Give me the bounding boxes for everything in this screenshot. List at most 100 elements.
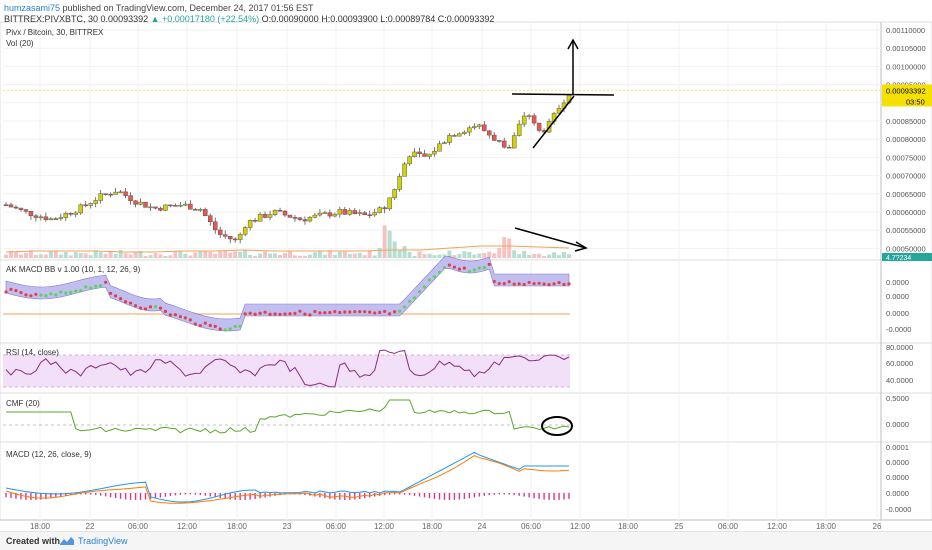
ak-dot: [348, 310, 352, 314]
pane-3: [0, 392, 932, 443]
ak-dot: [158, 306, 163, 310]
volume-bar: [83, 253, 88, 258]
ak-dot: [293, 311, 297, 315]
tradingview-brand-link[interactable]: TradingView: [78, 536, 128, 546]
candle-body: [302, 219, 308, 222]
candle-body: [272, 209, 278, 215]
volume-bar: [113, 253, 118, 258]
ak-dot: [363, 310, 367, 314]
volume-bar: [387, 230, 392, 258]
breakout-arrowhead: [567, 38, 579, 50]
candle-body: [33, 215, 39, 218]
volume-bar: [352, 253, 357, 258]
ak-dot: [54, 293, 58, 297]
cmf-tick-label: 0.5000: [886, 394, 909, 403]
ak-tick-label: 0.0000: [886, 309, 909, 318]
candle-body: [467, 127, 472, 133]
volume-bar: [278, 255, 283, 258]
ak-dot: [318, 311, 322, 315]
volume-bar: [397, 249, 402, 258]
volume-bar: [198, 250, 203, 258]
volume-bar: [402, 246, 407, 258]
pane-4: [0, 441, 932, 521]
candle-body: [417, 151, 422, 154]
candle-body: [367, 214, 372, 217]
volume-bar: [118, 250, 123, 258]
volume-bar: [168, 255, 173, 258]
candle-body: [63, 212, 69, 218]
volume-ma-line: [5, 245, 570, 253]
volume-bar: [203, 250, 208, 258]
volume-bar: [307, 254, 312, 258]
cmf-label: CMF (20): [6, 399, 40, 408]
volume-bar: [23, 253, 28, 258]
candle-body: [442, 142, 447, 145]
ak-dot: [507, 280, 511, 284]
ak-dot: [109, 291, 113, 295]
candle-body: [128, 195, 133, 202]
ak-dot: [183, 316, 187, 320]
candle-body: [208, 215, 213, 222]
rsi-tick-label: 40.0000: [886, 376, 913, 385]
candle-body: [158, 207, 163, 211]
volume-bar: [507, 238, 512, 258]
ak-dot: [178, 315, 182, 319]
ak-dot: [59, 290, 63, 294]
cmf-tick-label: 0.0000: [886, 420, 909, 429]
candle-body: [252, 219, 258, 222]
pane-0: [0, 21, 932, 261]
candle-body: [501, 140, 507, 148]
ak-dot: [74, 289, 78, 293]
ak-dot: [258, 311, 262, 315]
volume-bar: [532, 253, 537, 258]
ak-dot: [44, 294, 48, 298]
candle-body: [556, 108, 562, 114]
volume-bar: [8, 250, 13, 258]
price-tick-label: 0.00050000: [886, 244, 926, 253]
ak-dot: [133, 304, 138, 308]
ak-dot: [203, 321, 207, 325]
time-label: 26: [873, 522, 882, 531]
candle-body: [3, 204, 9, 206]
author-link[interactable]: humzasami75: [4, 3, 61, 13]
ak-dot: [213, 324, 217, 328]
ak-dot: [542, 282, 546, 286]
volume-bar: [4, 254, 8, 258]
ak-tick-label: -0.0000: [886, 325, 911, 334]
ak-dot: [328, 310, 332, 315]
volume-bar: [452, 255, 457, 258]
ak-dot: [49, 292, 53, 296]
ak-dot: [193, 322, 197, 326]
volume-bar: [123, 253, 128, 258]
ak-dot: [298, 309, 302, 313]
macd-tick-label: 0.0000: [886, 473, 909, 482]
volume-bar: [557, 255, 562, 258]
volume-bar: [287, 251, 292, 258]
ak-dot: [104, 280, 108, 284]
volume-bar: [188, 255, 193, 258]
time-label: 06:00: [128, 522, 149, 531]
footer: Created with TradingView: [0, 531, 932, 550]
candle-body: [287, 214, 293, 218]
ak-dot: [39, 293, 43, 297]
candle-body: [133, 200, 138, 205]
ak-dot: [477, 266, 481, 270]
candle-body: [382, 207, 387, 210]
ak-dot: [268, 312, 272, 316]
volume-bar: [18, 254, 23, 258]
countdown-label: 03:50: [906, 97, 925, 106]
volume-bar: [487, 251, 492, 258]
price-tick-label: 0.00065000: [886, 190, 926, 199]
candle-body: [462, 131, 467, 135]
candle-body: [432, 150, 437, 155]
candle-body: [193, 209, 198, 211]
candle-body: [362, 212, 367, 216]
candle-body: [232, 238, 238, 241]
volume-bar: [163, 255, 168, 258]
volume-bar: [88, 255, 93, 258]
ak-dot: [14, 289, 18, 293]
ak-dot: [84, 285, 88, 289]
ak-dot: [462, 266, 466, 270]
candle-body: [337, 209, 343, 215]
